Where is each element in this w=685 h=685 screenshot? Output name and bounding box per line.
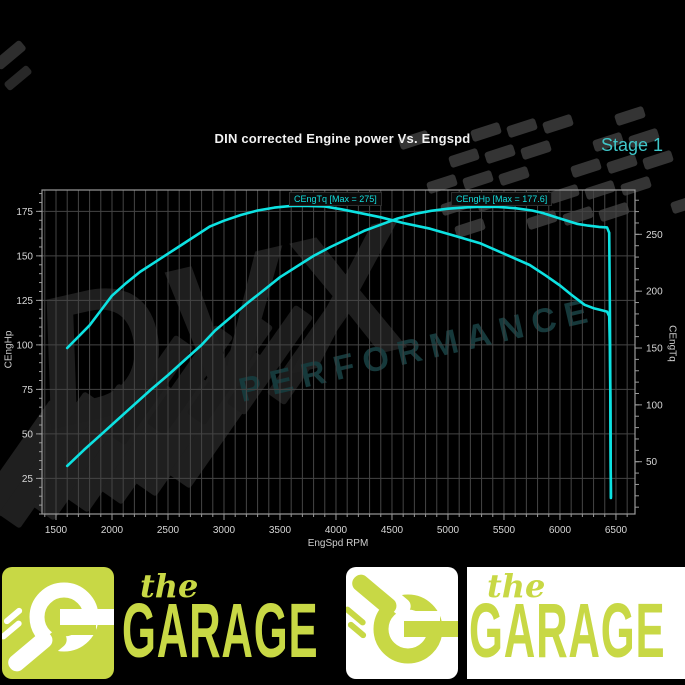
svg-text:200: 200 — [646, 287, 663, 298]
svg-text:25: 25 — [22, 474, 34, 485]
garage-logo-tile-dark — [2, 567, 114, 679]
svg-text:100: 100 — [646, 400, 663, 411]
svg-text:5000: 5000 — [437, 525, 460, 536]
svg-text:100: 100 — [16, 340, 33, 351]
garage-wordmark-dark: the GARAGE — [120, 567, 342, 679]
svg-text:150: 150 — [16, 251, 33, 262]
svg-text:4000: 4000 — [325, 525, 348, 536]
chart-title: DIN corrected Engine power Vs. Engspd — [214, 131, 471, 146]
the-label: the — [140, 567, 199, 605]
svg-text:2500: 2500 — [157, 525, 180, 536]
stage-badge: Stage 1 — [600, 135, 663, 155]
svg-text:250: 250 — [646, 230, 663, 241]
svg-text:5500: 5500 — [493, 525, 516, 536]
g-wrench-icon — [346, 574, 458, 664]
right-axis-title: CEngTq — [666, 325, 678, 362]
torque-curve-label: CEngTq [Max = 275] — [289, 192, 382, 206]
left-axis-title: CEngHp — [3, 330, 15, 369]
svg-text:6500: 6500 — [605, 525, 628, 536]
CEngHp-curve — [65, 205, 613, 500]
svg-text:3500: 3500 — [269, 525, 292, 536]
garage-label: GARAGE — [122, 586, 319, 674]
garage-logo-tile-light — [346, 567, 458, 679]
svg-text:75: 75 — [22, 385, 34, 396]
svg-text:3000: 3000 — [213, 525, 236, 536]
svg-text:125: 125 — [16, 296, 33, 307]
garage-wordmark-light: the GARAGE — [467, 567, 685, 679]
svg-text:150: 150 — [646, 344, 663, 355]
g-wrench-icon — [2, 582, 114, 672]
svg-text:50: 50 — [646, 457, 658, 468]
the-label: the — [487, 567, 546, 605]
svg-text:1500: 1500 — [45, 525, 68, 536]
garage-label: GARAGE — [469, 586, 666, 674]
svg-text:175: 175 — [16, 207, 33, 218]
svg-text:6000: 6000 — [549, 525, 572, 536]
sponsor-banner: the GARAGE the GARAGE — [0, 565, 685, 681]
svg-text:4500: 4500 — [381, 525, 404, 536]
x-axis-title: EngSpd RPM — [307, 538, 369, 549]
svg-text:2000: 2000 — [101, 525, 124, 536]
svg-text:50: 50 — [22, 429, 34, 440]
power-curve-label: CEngHp [Max = 177.6] — [451, 192, 553, 206]
CEngTq-curve — [65, 204, 613, 499]
